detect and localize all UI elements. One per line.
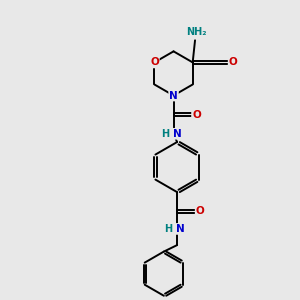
Text: N: N bbox=[176, 224, 185, 234]
Text: H: H bbox=[161, 129, 169, 139]
Text: N: N bbox=[169, 91, 178, 100]
Text: NH₂: NH₂ bbox=[186, 27, 207, 37]
Text: O: O bbox=[229, 57, 237, 68]
Text: O: O bbox=[192, 110, 201, 120]
Text: O: O bbox=[150, 57, 159, 68]
Text: H: H bbox=[164, 224, 172, 234]
Text: O: O bbox=[196, 206, 204, 216]
Text: N: N bbox=[173, 129, 182, 139]
